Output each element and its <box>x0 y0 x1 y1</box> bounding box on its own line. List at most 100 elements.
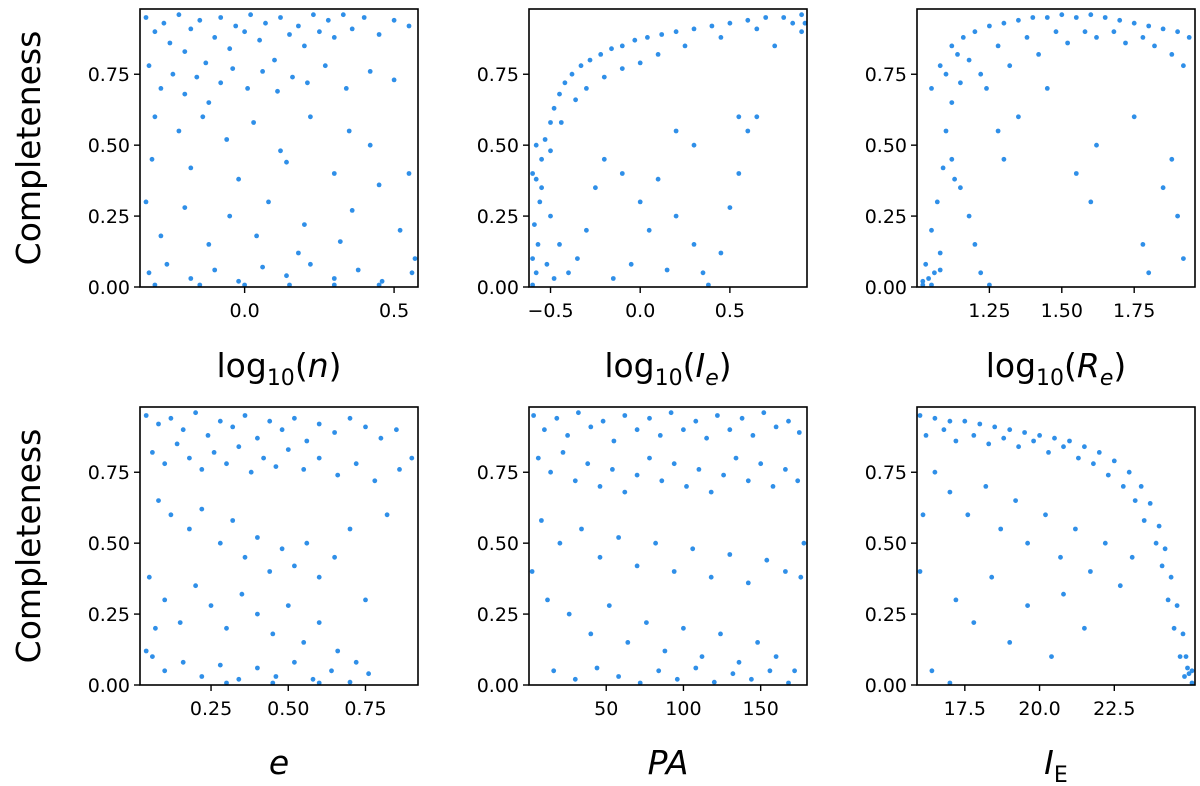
scatter-point <box>987 23 992 29</box>
scatter-point <box>260 69 265 74</box>
axis-ticks: 0.25 0.50 0.75 0.00 0.25 0.50 0.75 <box>88 462 387 720</box>
scatter-point <box>664 267 670 273</box>
scatter-point <box>971 620 977 625</box>
scatter-point <box>267 418 273 424</box>
scatter-point <box>236 278 242 284</box>
scatter-point <box>367 142 373 148</box>
scatter-point <box>1160 185 1166 191</box>
scatter-point <box>308 114 313 120</box>
scatter-point <box>176 128 182 134</box>
scatter-point <box>1046 450 1051 455</box>
scatter-point <box>1061 444 1066 450</box>
scatter-point <box>610 467 615 472</box>
scatter-point <box>681 427 686 433</box>
scatter-point <box>594 665 600 671</box>
scatter-point <box>397 467 402 472</box>
scatter-point <box>557 91 562 97</box>
scatter-point <box>588 631 594 637</box>
scatter-point <box>554 415 560 421</box>
scatter-point <box>1073 15 1079 20</box>
scatter-point <box>302 43 307 49</box>
scatter-point <box>287 32 292 37</box>
scatter-point <box>1117 583 1123 589</box>
scatter-point <box>920 512 926 518</box>
x-axis-label: log10(Re) <box>986 346 1127 391</box>
scatter-point <box>718 35 724 40</box>
scatter-point <box>917 569 923 574</box>
scatter-point <box>584 227 589 233</box>
x-axis-label: PA <box>648 743 689 782</box>
scatter-point <box>224 461 229 467</box>
scatter-point <box>704 435 709 441</box>
scatter-point <box>593 185 598 191</box>
scatter-point <box>182 205 188 211</box>
scatter-point <box>755 640 760 645</box>
scatter-point <box>308 261 313 267</box>
scatter-point <box>786 418 791 424</box>
scatter-point <box>1082 625 1087 631</box>
scatter-point <box>761 410 767 416</box>
x-tick-label: 0.0 <box>625 300 655 322</box>
scatter-point <box>182 49 188 54</box>
scatter-point <box>164 261 170 267</box>
scatter-point <box>353 461 359 467</box>
scatter-points <box>529 410 807 686</box>
scatter-point <box>292 563 297 569</box>
scatter-point <box>1096 450 1102 455</box>
scatter-point <box>161 20 167 26</box>
scatter-point <box>260 264 265 270</box>
scatter-point <box>544 261 550 267</box>
scatter-point <box>1147 501 1153 506</box>
scatter-point <box>278 148 283 154</box>
scatter-point <box>285 447 291 452</box>
scatter-point <box>947 489 953 495</box>
scatter-point <box>230 518 236 523</box>
scatter-point <box>1007 640 1013 645</box>
scatter-point <box>659 478 665 484</box>
scatter-point <box>376 32 382 37</box>
x-tick-label: 0.5 <box>715 300 745 322</box>
x-tick-label: 17.5 <box>944 698 986 720</box>
y-tick-label: 0.25 <box>477 604 519 626</box>
scatter-point <box>182 91 188 97</box>
y-axis-label: Completeness <box>9 31 48 266</box>
scatter-point <box>194 74 200 80</box>
scatter-point <box>984 86 989 91</box>
scatter-point <box>773 654 779 659</box>
scatter-point <box>310 676 316 682</box>
scatter-point <box>578 63 584 69</box>
scatter-point <box>799 12 804 18</box>
axis-ticks: −0.5 0.0 0.5 0.00 0.25 0.50 0.75 <box>477 64 745 322</box>
scatter-point <box>254 233 259 239</box>
x-tick-label: 100 <box>665 698 701 720</box>
scatter-point <box>659 32 665 37</box>
scatter-point <box>646 227 652 233</box>
scatter-point <box>150 450 155 455</box>
scatter-point <box>1082 444 1087 450</box>
x-tick-label: 22.5 <box>1093 698 1135 720</box>
scatter-point <box>409 455 415 461</box>
panel-e: 0.25 0.50 0.75 0.00 0.25 0.50 0.75 e Completen… <box>9 406 419 782</box>
scatter-point <box>953 597 959 603</box>
scatter-point <box>1174 603 1180 608</box>
scatter-point <box>783 467 788 472</box>
y-tick-label: 0.00 <box>88 675 130 697</box>
scatter-point <box>311 12 316 18</box>
y-tick-label: 0.75 <box>477 462 519 484</box>
y-tick-label: 0.75 <box>865 462 907 484</box>
scatter-point <box>346 128 352 134</box>
panel-log10-ie: −0.5 0.0 0.5 0.00 0.25 0.50 0.75 log10(Ie) <box>477 8 808 391</box>
scatter-point <box>227 213 233 219</box>
scatter-point <box>167 40 173 46</box>
scatter-point <box>1052 435 1057 441</box>
x-tick-label: 1.50 <box>1041 300 1083 322</box>
scatter-point <box>168 415 174 421</box>
scatter-point <box>937 63 943 69</box>
scatter-point <box>325 17 331 23</box>
scatter-point <box>1001 20 1007 26</box>
scatter-point <box>531 413 536 418</box>
scatter-point <box>940 165 946 171</box>
scatter-point <box>535 455 541 461</box>
scatter-point <box>143 199 149 205</box>
scatter-point <box>1065 40 1070 46</box>
